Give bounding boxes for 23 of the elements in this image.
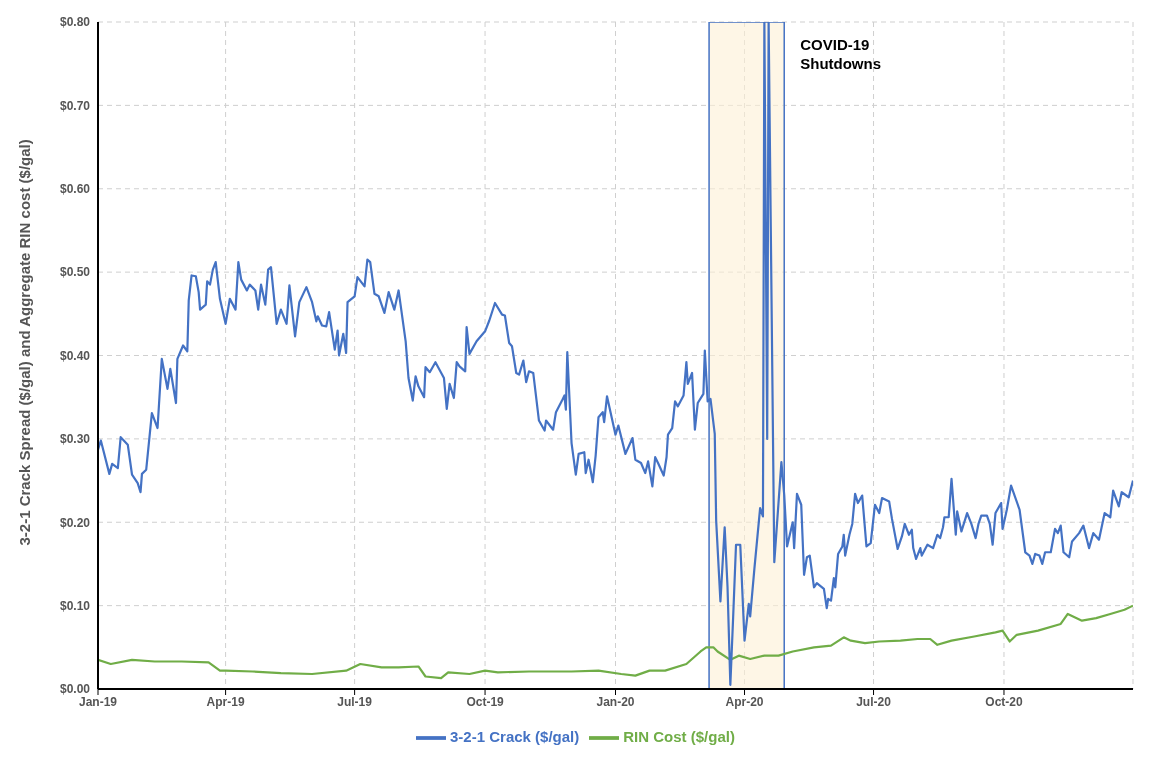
y-tick-label: $0.00 xyxy=(59,682,91,697)
x-tick-label: Oct-20 xyxy=(985,694,1023,709)
legend-label: 3-2-1 Crack ($/gal) xyxy=(450,727,580,745)
x-tick-label: Apr-19 xyxy=(206,694,245,709)
y-tick-label: $0.50 xyxy=(59,265,91,280)
y-tick-label: $0.80 xyxy=(59,15,91,30)
y-axis-title: 3-2-1 Crack Spread ($/gal) and Aggregate RIN cost ($/gal) xyxy=(16,139,34,546)
line-series xyxy=(98,604,1133,680)
x-tick-label: Apr-20 xyxy=(725,694,764,709)
y-tick-label: $0.10 xyxy=(59,598,91,613)
legend-label: RIN Cost ($/gal) xyxy=(623,727,735,745)
x-tick-label: Jan-20 xyxy=(596,694,635,709)
y-tick-label: $0.60 xyxy=(59,182,91,197)
y-tick-label: $0.20 xyxy=(59,515,91,530)
band-label: COVID-19 Shutdowns xyxy=(800,36,882,72)
x-tick-label: Jul-20 xyxy=(856,694,892,709)
y-tick-label: $0.70 xyxy=(59,98,91,113)
x-tick-label: Jul-19 xyxy=(337,694,373,709)
y-tick-label: $0.30 xyxy=(59,432,91,447)
line-series xyxy=(98,22,1133,686)
y-tick-label: $0.40 xyxy=(59,348,91,363)
x-tick-label: Jan-19 xyxy=(78,694,118,709)
x-tick-label: Oct-19 xyxy=(466,694,505,709)
